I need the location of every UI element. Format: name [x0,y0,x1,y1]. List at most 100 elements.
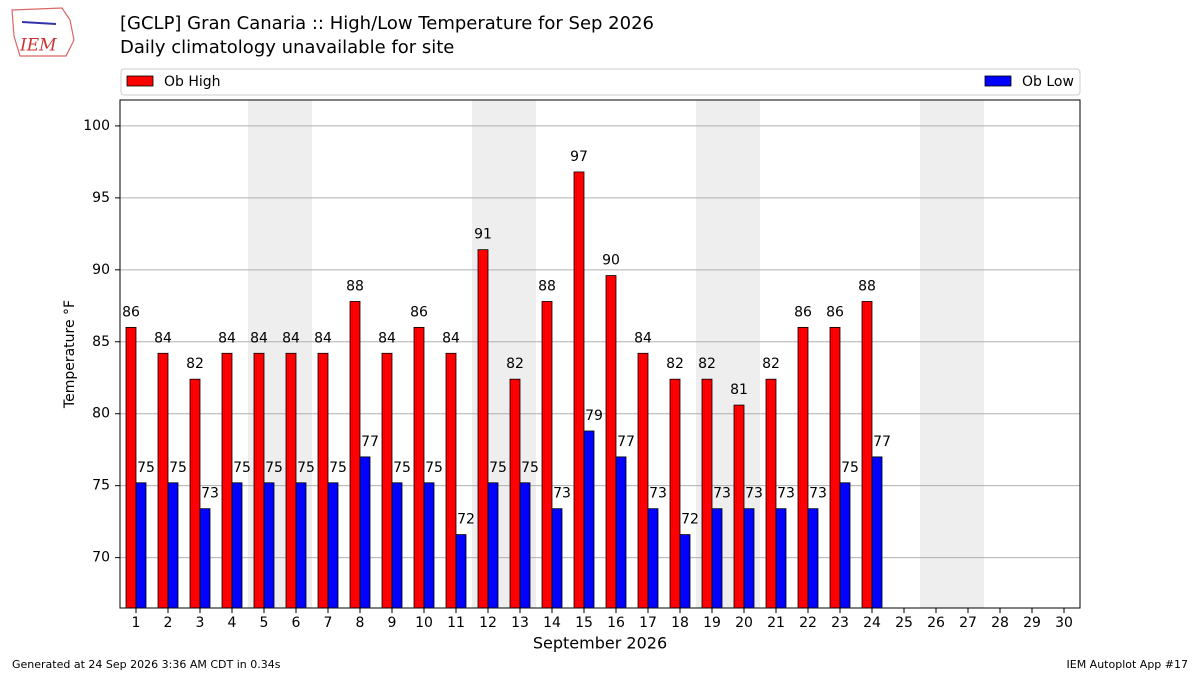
x-axis-label: September 2026 [533,634,667,653]
bar [711,508,723,609]
data-label: 82 [186,356,204,372]
data-label: 75 [425,460,443,476]
bar [295,482,307,609]
bar [733,404,745,609]
y-tick-label: 70 [92,550,110,566]
x-tick-label: 24 [863,615,881,631]
data-label: 82 [762,356,780,372]
plot-frame [119,99,1081,609]
x-tick-label: 27 [959,615,977,631]
x-tick-label: 23 [831,615,849,631]
data-label: 84 [378,330,396,346]
bar [285,352,297,609]
bar [519,482,531,609]
x-tick-label: 14 [543,615,561,631]
x-tick-label: 6 [292,615,301,631]
bar [861,301,873,609]
bar [775,508,787,609]
bar [637,352,649,609]
data-label: 75 [297,460,315,476]
x-tick-label: 10 [415,615,433,631]
data-label: 73 [745,486,763,502]
footer-right: IEM Autoplot App #17 [1067,658,1189,671]
legend-box [120,68,1081,96]
bar [413,326,425,609]
bar [487,482,499,609]
y-tick-label: 95 [92,190,110,206]
legend-swatch [126,75,154,87]
x-tick-label: 4 [228,615,237,631]
x-tick-label: 26 [927,615,945,631]
x-tick-label: 7 [324,615,333,631]
bar [253,352,265,609]
data-label: 77 [617,434,635,450]
footer-left: Generated at 24 Sep 2026 3:36 AM CDT in … [12,658,281,671]
data-label: 73 [809,486,827,502]
chart-title: [GCLP] Gran Canaria :: High/Low Temperat… [120,13,654,34]
data-label: 97 [570,149,588,165]
x-tick-label: 28 [991,615,1009,631]
x-tick-label: 5 [260,615,269,631]
data-label: 88 [346,278,364,294]
bar [125,326,137,609]
bar [199,508,211,609]
y-tick-label: 90 [92,262,110,278]
bar [423,482,435,609]
data-label: 84 [314,330,332,346]
data-label: 84 [282,330,300,346]
bar [583,430,595,609]
bar [679,534,691,609]
y-tick-label: 100 [83,118,110,134]
bar [135,482,147,609]
x-tick-label: 22 [799,615,817,631]
bar [509,378,521,609]
data-label: 75 [841,460,859,476]
bar [605,275,617,609]
y-tick-label: 85 [92,334,110,350]
data-label: 79 [585,408,603,424]
bar [871,456,883,609]
data-label: 82 [666,356,684,372]
bar [797,326,809,609]
weekend-shade [920,100,984,608]
data-label: 75 [265,460,283,476]
bar [359,456,371,609]
data-label: 75 [233,460,251,476]
legend-label: Ob Low [1022,74,1074,90]
data-label: 84 [442,330,460,346]
data-label: 86 [122,304,140,320]
x-tick-label: 16 [607,615,625,631]
data-label: 73 [553,486,571,502]
bar [327,482,339,609]
x-tick-label: 3 [196,615,205,631]
bar [551,508,563,609]
bar [455,534,467,609]
data-label: 86 [826,304,844,320]
data-label: 88 [858,278,876,294]
bar [829,326,841,609]
bar [349,301,361,609]
bar [221,352,233,609]
x-tick-label: 30 [1055,615,1073,631]
data-label: 91 [474,227,492,243]
bar [541,301,553,609]
data-label: 84 [634,330,652,346]
bar [263,482,275,609]
bar [157,352,169,609]
data-label: 73 [777,486,795,502]
y-axis-label: Temperature °F [62,300,78,409]
logo-outline [11,7,75,57]
data-label: 77 [361,434,379,450]
data-label: 84 [154,330,172,346]
x-tick-label: 8 [356,615,365,631]
bar [381,352,393,609]
x-tick-label: 1 [132,615,141,631]
bar [573,171,585,609]
y-tick-label: 80 [92,406,110,422]
bar [391,482,403,609]
legend-label: Ob High [164,74,221,90]
data-label: 73 [201,486,219,502]
bar [615,456,627,609]
bar [231,482,243,609]
logo: IEM [11,7,75,57]
